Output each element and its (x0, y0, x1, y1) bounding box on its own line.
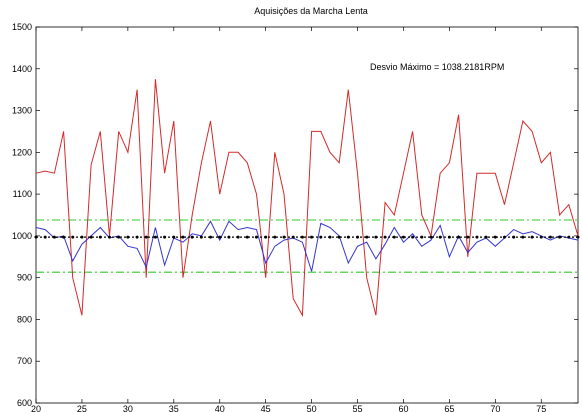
mean-marker (153, 235, 157, 239)
x-tick-label: 55 (353, 404, 363, 412)
mean-marker (98, 235, 102, 239)
chart-title: Aquisições da Marcha Lenta (254, 6, 368, 16)
mean-marker (512, 235, 516, 239)
mean-marker (548, 235, 552, 239)
mean-marker (457, 235, 461, 239)
mean-marker (117, 235, 121, 239)
mean-marker (484, 235, 488, 239)
mean-marker (411, 235, 415, 239)
mean-marker (447, 235, 451, 239)
mean-marker (466, 235, 470, 239)
mean-marker (62, 235, 66, 239)
mean-marker (107, 235, 111, 239)
mean-marker (43, 235, 47, 239)
mean-marker (567, 235, 571, 239)
mean-marker (218, 235, 222, 239)
mean-marker (227, 235, 231, 239)
mean-marker (576, 235, 580, 239)
mean-marker (190, 235, 194, 239)
mean-marker (126, 235, 130, 239)
mean-marker (503, 235, 507, 239)
mean-marker (530, 235, 534, 239)
x-tick-label: 75 (536, 404, 546, 412)
y-tick-label: 1300 (12, 106, 32, 116)
mean-marker (558, 235, 562, 239)
mean-marker (135, 235, 139, 239)
mean-marker (310, 235, 314, 239)
mean-marker (521, 235, 525, 239)
mean-marker (328, 235, 332, 239)
max-deviation-annotation: Desvio Máximo = 1038.2181RPM (370, 62, 504, 72)
mean-marker (172, 235, 176, 239)
y-tick-label: 1400 (12, 64, 32, 74)
mean-marker (34, 235, 38, 239)
mean-marker (199, 235, 203, 239)
mean-marker (71, 235, 75, 239)
x-tick-label: 70 (490, 404, 500, 412)
mean-marker (493, 235, 497, 239)
mean-marker (89, 235, 93, 239)
mean-marker (346, 235, 350, 239)
y-tick-label: 1500 (12, 22, 32, 32)
y-tick-label: 800 (17, 314, 32, 324)
x-tick-label: 45 (261, 404, 271, 412)
mean-marker (144, 235, 148, 239)
mean-marker (383, 235, 387, 239)
x-tick-label: 40 (215, 404, 225, 412)
y-tick-label: 1100 (13, 189, 32, 199)
x-tick-label: 60 (398, 404, 408, 412)
mean-marker (181, 235, 185, 239)
y-tick-label: 1000 (12, 231, 32, 241)
y-tick-label: 700 (17, 356, 32, 366)
series-layer (34, 79, 580, 318)
mean-marker (264, 235, 268, 239)
mean-marker (245, 235, 249, 239)
mean-marker (291, 235, 295, 239)
mean-marker (356, 235, 360, 239)
mean-marker (365, 235, 369, 239)
mean-marker (429, 235, 433, 239)
mean-marker (236, 235, 240, 239)
x-tick-label: 30 (123, 404, 133, 412)
mean-marker (438, 235, 442, 239)
mean-marker (319, 235, 323, 239)
x-tick-label: 50 (307, 404, 317, 412)
mean-marker (209, 235, 213, 239)
mean-marker (300, 235, 304, 239)
y-tick-label: 1200 (12, 147, 32, 157)
mean-marker (475, 235, 479, 239)
red-series-line (35, 79, 579, 318)
x-tick-label: 35 (169, 404, 179, 412)
mean-marker (163, 235, 167, 239)
mean-marker (254, 235, 258, 239)
mean-marker (392, 235, 396, 239)
x-tick-label: 65 (444, 404, 454, 412)
mean-marker (539, 235, 543, 239)
blue-series-line (35, 220, 579, 272)
y-axis: 600 700 800 900 1000 1100 1200 1300 1400 1500 (12, 22, 578, 408)
mean-marker (282, 235, 286, 239)
mean-marker (401, 235, 405, 239)
x-tick-label: 25 (77, 404, 87, 412)
mean-marker (374, 235, 378, 239)
y-tick-label: 900 (17, 273, 32, 283)
mean-marker (273, 235, 277, 239)
mean-marker (337, 235, 341, 239)
x-tick-label: 20 (31, 404, 41, 412)
x-axis: 20 25 30 35 40 45 50 55 60 65 70 75 (31, 27, 546, 412)
mean-marker (52, 235, 56, 239)
mean-marker (420, 235, 424, 239)
mean-marker (80, 235, 84, 239)
y-tick-label: 600 (17, 398, 32, 408)
